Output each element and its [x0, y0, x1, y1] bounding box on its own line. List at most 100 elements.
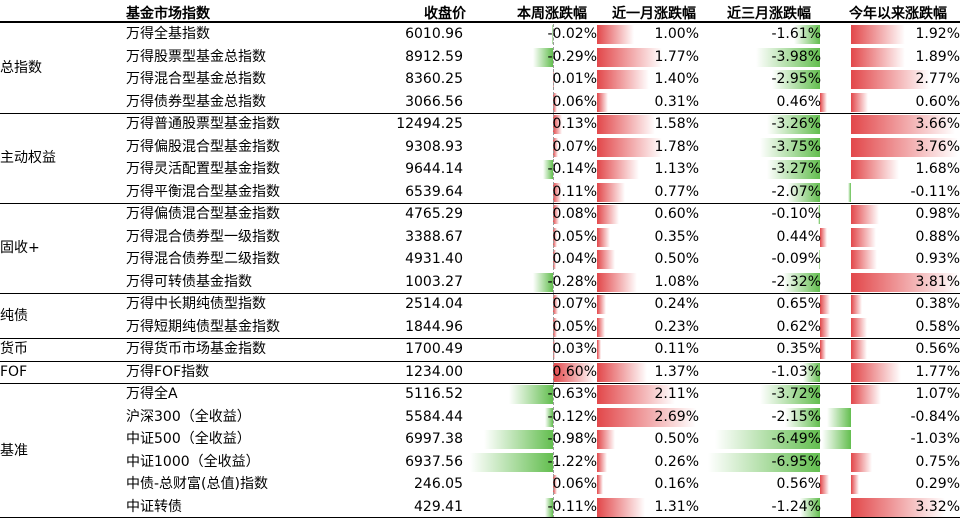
index-name: 万得可转债基金指数	[126, 273, 252, 290]
week-change-value: -0.14%	[547, 161, 597, 177]
ytd-change-cell: 0.56%	[821, 338, 960, 361]
table-row: 沪深300（全收益） 5584.44 -0.12% 2.69% -2.15% -0.84%	[0, 406, 960, 429]
m3-change-bar	[755, 47, 820, 67]
week-change-value: 0.05%	[552, 318, 597, 335]
m3-change-value: -3.27%	[771, 161, 821, 177]
table-row: 中债-总财富(总值)指数 246.05 0.06% 0.16% 0.56% 0.29%	[0, 473, 960, 496]
month-change-bar	[597, 25, 634, 44]
month-change-value: 0.50%	[654, 251, 699, 267]
index-name: 中证500（全收益）	[126, 431, 251, 447]
ytd-change-value: -0.84%	[910, 408, 960, 425]
week-change-bar	[508, 385, 553, 404]
ytd-change-cell: 0.58%	[821, 316, 960, 339]
m3-change-bar	[820, 227, 828, 247]
week-change-cell: -0.29%	[470, 46, 597, 69]
ytd-change-bar	[851, 340, 867, 359]
month-change-bar	[597, 160, 639, 179]
index-name: 万得FOF指数	[126, 363, 210, 380]
m3-change-bar	[820, 295, 831, 314]
m3-change-bar	[818, 205, 820, 224]
month-change-cell: 0.26%	[597, 451, 699, 474]
ytd-change-cell: 3.76%	[821, 136, 960, 159]
m3-change-value: -2.32%	[771, 273, 821, 290]
m3-change-cell: -1.61%	[699, 23, 821, 46]
m3-change-value: -6.49%	[771, 431, 821, 447]
week-change-cell: 0.06%	[470, 473, 597, 496]
month-change-value: 0.31%	[654, 93, 699, 110]
month-change-value: 1.00%	[654, 26, 699, 42]
m3-change-cell: 0.44%	[699, 226, 828, 249]
month-change-bar	[597, 362, 648, 382]
month-change-value: 0.11%	[654, 341, 699, 357]
header-3month: 近三月涨跌幅	[727, 6, 811, 22]
week-change-cell: 0.07%	[470, 293, 597, 316]
header-month: 近一月涨跌幅	[612, 6, 696, 22]
m3-change-cell: -3.98%	[699, 46, 821, 69]
group-divider	[0, 383, 960, 384]
m3-change-cell: 0.35%	[699, 338, 826, 361]
m3-change-cell: -2.07%	[699, 181, 821, 204]
ytd-change-value: 0.38%	[915, 296, 960, 312]
ytd-change-bar	[851, 227, 876, 247]
week-change-value: -0.29%	[547, 48, 597, 65]
close-price: 6997.38	[405, 431, 463, 447]
m3-change-bar	[818, 250, 820, 269]
close-price: 1844.96	[405, 318, 463, 335]
month-change-cell: 0.77%	[597, 181, 699, 204]
ytd-change-cell: 0.93%	[821, 248, 960, 271]
ytd-change-cell: 1.89%	[821, 46, 960, 69]
month-change-cell: 0.11%	[597, 338, 699, 361]
week-change-cell: 0.13%	[470, 113, 597, 136]
week-change-value: 0.01%	[552, 71, 597, 87]
ytd-change-value: 0.58%	[915, 318, 960, 335]
week-change-cell: 0.03%	[470, 338, 597, 361]
week-change-cell: -1.22%	[470, 451, 597, 474]
m3-change-cell: -3.72%	[699, 383, 821, 406]
table-row: 万得可转债基金指数 1003.27 -0.28% 1.08% -2.32% 3.81%	[0, 271, 960, 294]
ytd-change-bar	[851, 475, 860, 494]
index-name: 中债-总财富(总值)指数	[126, 476, 268, 492]
ytd-change-bar	[851, 47, 905, 67]
month-change-cell: 0.16%	[597, 473, 699, 496]
m3-change-cell: 0.46%	[699, 91, 828, 114]
m3-change-value: -3.98%	[771, 48, 821, 65]
month-change-value: 1.78%	[654, 138, 699, 155]
month-change-cell: 1.77%	[597, 46, 699, 69]
week-change-value: -0.11%	[547, 498, 597, 515]
index-name: 万得货币市场基金指数	[126, 341, 266, 357]
close-price: 246.05	[414, 476, 463, 492]
table-row: 万得平衡混合型基金指数 6539.64 0.11% 0.77% -2.07% -0.11%	[0, 181, 960, 204]
week-change-cell: 0.11%	[470, 181, 597, 204]
m3-change-cell: 0.65%	[699, 293, 831, 316]
week-change-bar	[553, 205, 559, 224]
index-name: 万得平衡混合型基金指数	[126, 183, 280, 200]
ytd-change-value: 2.77%	[915, 71, 960, 87]
ytd-change-bar	[851, 317, 868, 337]
m3-change-bar	[800, 497, 820, 517]
ytd-change-cell: 0.88%	[821, 226, 960, 249]
m3-change-bar	[759, 137, 820, 157]
close-price: 6539.64	[405, 183, 463, 200]
month-change-bar	[597, 92, 609, 112]
zero-axis	[553, 226, 554, 248]
zero-axis	[553, 69, 554, 90]
m3-change-cell: -0.10%	[699, 203, 821, 226]
ytd-change-cell: 2.77%	[821, 68, 960, 91]
m3-change-bar	[785, 407, 820, 427]
week-change-bar	[532, 47, 553, 67]
zero-axis	[553, 496, 554, 518]
week-change-value: 0.07%	[552, 138, 597, 155]
m3-change-value: -0.09%	[771, 251, 821, 267]
m3-change-value: -1.03%	[771, 363, 821, 380]
header-name: 基金市场指数	[126, 6, 210, 22]
zero-axis	[553, 181, 554, 203]
ytd-change-value: 3.66%	[915, 116, 960, 132]
ytd-change-value: 0.93%	[915, 251, 960, 267]
index-name: 万得短期纯债型基金指数	[126, 318, 280, 335]
m3-change-value: -2.07%	[771, 183, 821, 200]
month-change-value: 0.26%	[654, 453, 699, 470]
week-change-value: 0.06%	[552, 93, 597, 110]
month-change-cell: 0.31%	[597, 91, 699, 114]
index-name: 万得混合型基金总指数	[126, 71, 266, 87]
close-price: 5584.44	[405, 408, 463, 425]
